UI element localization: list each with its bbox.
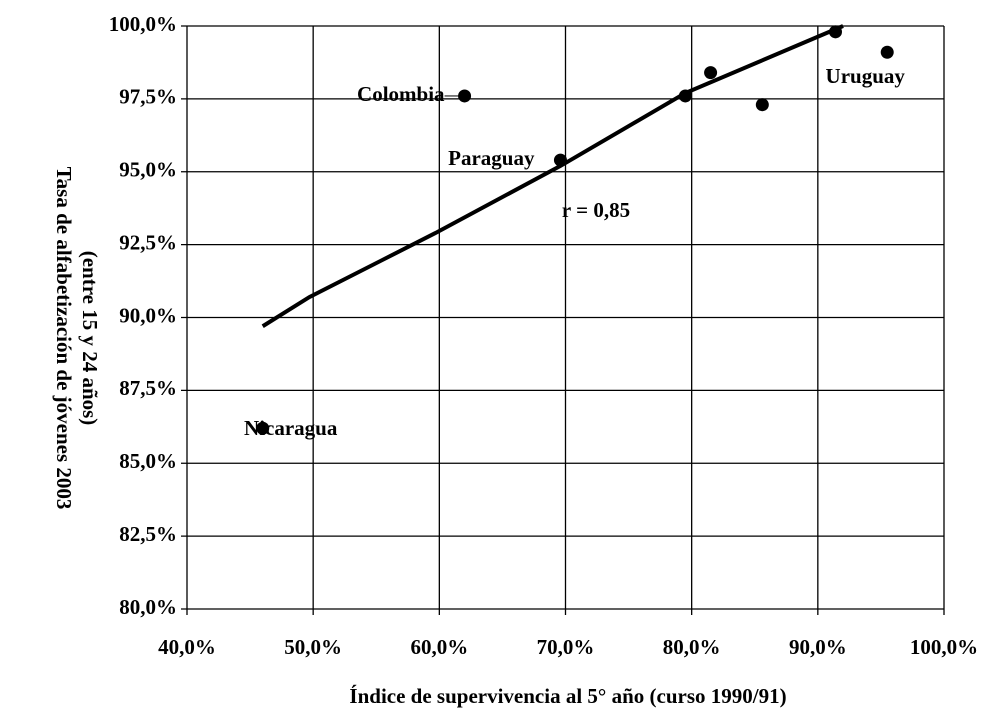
point-label: Paraguay [448, 146, 535, 170]
y-tick-label: 92,5% [119, 230, 177, 254]
point-label: Nicaragua [244, 416, 338, 440]
point [704, 66, 718, 80]
point [458, 89, 472, 103]
x-tick-label: 80,0% [663, 635, 721, 659]
y-tick-label: 95,0% [119, 158, 177, 182]
point-label: Uruguay [826, 64, 906, 88]
y-axis-title: Tasa de alfabetización de jóvenes 2003 [52, 167, 76, 510]
x-tick-label: 40,0% [158, 635, 216, 659]
y-tick-label: 97,5% [119, 85, 177, 109]
y-tick-label: 82,5% [119, 522, 177, 546]
y-tick-label: 87,5% [119, 376, 177, 400]
x-tick-label: 100,0% [910, 635, 978, 659]
x-tick-label: 60,0% [410, 635, 468, 659]
y-axis-title: (entre 15 y 24 años) [78, 251, 102, 426]
trendline [261, 24, 844, 328]
y-tick-label: 80,0% [119, 595, 177, 619]
y-tick-label: 100,0% [109, 12, 177, 36]
point [828, 25, 842, 39]
x-tick-label: 50,0% [284, 635, 342, 659]
x-tick-label: 90,0% [789, 635, 847, 659]
point [256, 421, 270, 435]
point [755, 98, 769, 112]
x-tick-label: 70,0% [537, 635, 595, 659]
annotation: r = 0,85 [562, 198, 630, 222]
x-axis-title: Índice de supervivencia al 5° año (curso… [349, 684, 786, 708]
point-label: Colombia [357, 82, 445, 106]
y-tick-label: 90,0% [119, 303, 177, 327]
point [553, 153, 567, 167]
point [678, 89, 692, 103]
point [880, 45, 894, 59]
y-tick-label: 85,0% [119, 449, 177, 473]
